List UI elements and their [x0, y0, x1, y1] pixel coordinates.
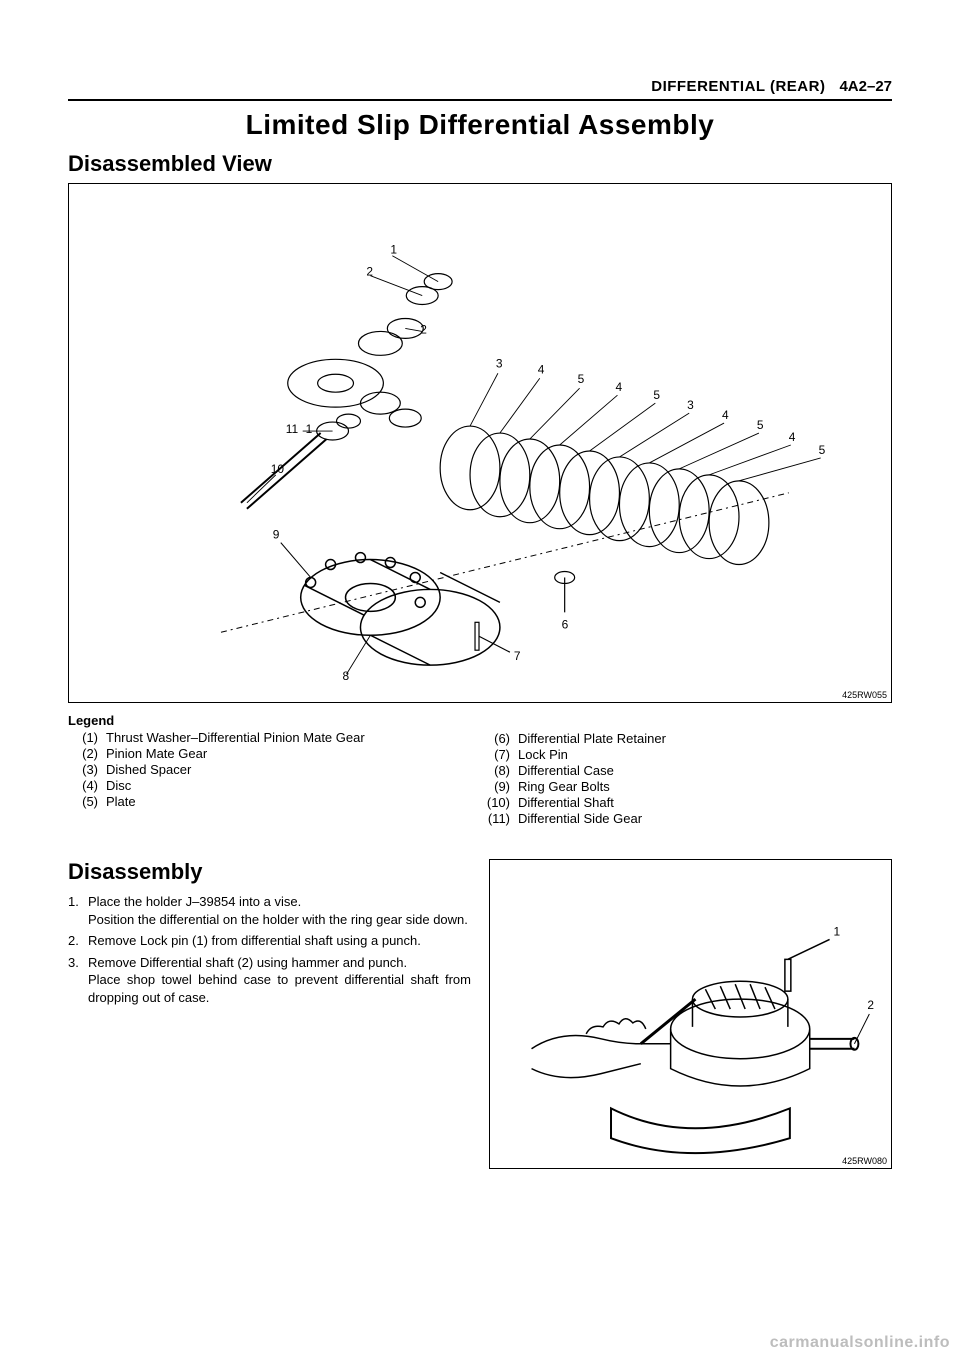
svg-text:4: 4	[615, 380, 622, 394]
step-2: 2. Remove Lock pin (1) from differential…	[68, 932, 471, 950]
svg-text:7: 7	[514, 649, 521, 663]
legend-item: (9)Ring Gear Bolts	[480, 779, 892, 794]
disassembly-figure-wrap: 1 2 425RW080	[489, 859, 892, 1169]
step-body: Remove Differential shaft (2) using hamm…	[88, 954, 471, 1007]
legend-right: (6)Differential Plate Retainer (7)Lock P…	[480, 713, 892, 827]
svg-text:1: 1	[390, 243, 397, 257]
svg-text:5: 5	[578, 372, 585, 386]
figure-number-2: 425RW080	[842, 1156, 887, 1166]
legend-item: (11)Differential Side Gear	[480, 811, 892, 826]
svg-text:1: 1	[834, 925, 841, 939]
disassembly-text: Disassembly 1. Place the holder J–39854 …	[68, 859, 489, 1169]
legend-title: Legend	[68, 713, 480, 728]
step-number: 2.	[68, 932, 88, 950]
legend: Legend (1)Thrust Washer–Differential Pin…	[68, 713, 892, 827]
legend-item: (6)Differential Plate Retainer	[480, 731, 892, 746]
exploded-view-figure: 1 2 11 1 10 9 8 7 6 3 4 5 4 5 3 4 5 4 5 …	[68, 183, 892, 703]
page-root: DIFFERENTIAL (REAR) 4A2–27 Limited Slip …	[0, 0, 960, 1358]
svg-text:4: 4	[538, 362, 545, 376]
watermark: carmanualsonline.info	[770, 1334, 950, 1352]
step-body: Place the holder J–39854 into a vise. Po…	[88, 893, 471, 928]
step-1: 1. Place the holder J–39854 into a vise.…	[68, 893, 471, 928]
step-body: Remove Lock pin (1) from differential sh…	[88, 932, 471, 950]
svg-text:9: 9	[273, 528, 280, 542]
page-header: DIFFERENTIAL (REAR) 4A2–27	[68, 78, 892, 101]
svg-text:5: 5	[757, 418, 764, 432]
svg-text:2: 2	[867, 998, 874, 1012]
legend-item: (5)Plate	[68, 794, 480, 809]
step-number: 1.	[68, 893, 88, 928]
svg-text:2: 2	[420, 322, 427, 336]
step-number: 3.	[68, 954, 88, 1007]
svg-text:4: 4	[722, 408, 729, 422]
svg-text:11: 11	[286, 422, 299, 436]
section-subtitle: Disassembled View	[68, 151, 892, 177]
exploded-view-svg: 1 2 11 1 10 9 8 7 6 3 4 5 4 5 3 4 5 4 5 …	[69, 184, 891, 702]
chapter-title: DIFFERENTIAL (REAR)	[651, 78, 825, 95]
figure-number-1: 425RW055	[842, 690, 887, 700]
legend-item: (3)Dished Spacer	[68, 762, 480, 777]
step-3: 3. Remove Differential shaft (2) using h…	[68, 954, 471, 1007]
svg-text:5: 5	[819, 443, 826, 457]
disassembly-heading: Disassembly	[68, 859, 471, 885]
legend-item: (2)Pinion Mate Gear	[68, 746, 480, 761]
legend-item: (10)Differential Shaft	[480, 795, 892, 810]
svg-text:5: 5	[653, 388, 660, 402]
legend-item: (8)Differential Case	[480, 763, 892, 778]
page-number: 4A2–27	[839, 78, 892, 95]
page-title: Limited Slip Differential Assembly	[68, 109, 892, 141]
legend-item: (4)Disc	[68, 778, 480, 793]
svg-text:3: 3	[496, 356, 503, 370]
svg-text:3: 3	[687, 398, 694, 412]
disassembly-figure: 1 2 425RW080	[489, 859, 892, 1169]
svg-text:1: 1	[306, 422, 313, 436]
svg-text:4: 4	[789, 430, 796, 444]
disassembly-svg: 1 2	[490, 860, 891, 1168]
legend-left: Legend (1)Thrust Washer–Differential Pin…	[68, 713, 480, 827]
lower-section: Disassembly 1. Place the holder J–39854 …	[68, 859, 892, 1169]
svg-text:6: 6	[562, 617, 569, 631]
svg-text:10: 10	[271, 462, 285, 476]
legend-item: (1)Thrust Washer–Differential Pinion Mat…	[68, 730, 480, 745]
legend-item: (7)Lock Pin	[480, 747, 892, 762]
